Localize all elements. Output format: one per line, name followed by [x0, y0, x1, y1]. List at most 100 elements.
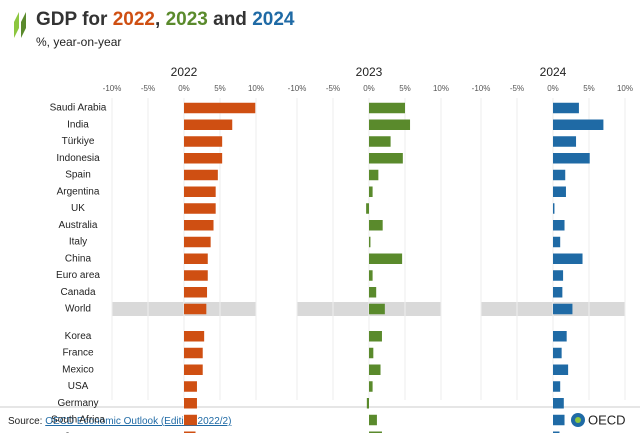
bar: [369, 381, 373, 392]
bar: [553, 186, 566, 197]
bar: [184, 270, 208, 281]
bar: [553, 270, 564, 281]
oecd-logo: OECD: [571, 412, 626, 427]
bar: [369, 347, 374, 359]
logo-text: OECD: [588, 412, 626, 427]
bar: [184, 253, 208, 264]
category-label: Mexico: [62, 364, 94, 375]
bar: [184, 364, 203, 375]
bar: [553, 364, 569, 375]
bar: [184, 331, 205, 342]
x-tick-label: 10%: [433, 84, 449, 93]
x-tick-label: -10%: [288, 84, 307, 93]
x-tick-label: -10%: [103, 84, 122, 93]
bar: [366, 398, 369, 409]
category-label: Spain: [65, 170, 91, 181]
category-label: World: [65, 304, 91, 315]
bar: [369, 364, 381, 375]
bar: [369, 270, 373, 281]
bar: [369, 303, 385, 315]
category-label: Indonesia: [56, 153, 100, 164]
bar: [184, 398, 197, 409]
subtitle: %, year-on-year: [36, 35, 121, 49]
chart-title: GDP for 2022, 2023 and 2024: [36, 9, 295, 30]
title-part: ,: [155, 9, 166, 30]
category-label: India: [67, 119, 89, 130]
category-label: USA: [68, 381, 89, 392]
bar: [553, 347, 562, 359]
category-label: Euro area: [56, 270, 100, 281]
bar: [553, 153, 590, 164]
title-part: and: [208, 9, 252, 30]
x-tick-label: 10%: [617, 84, 633, 93]
bar: [184, 102, 256, 114]
panel-title: 2022: [171, 65, 198, 79]
category-label: France: [62, 348, 94, 359]
panel-title: 2023: [356, 65, 383, 79]
category-label: Saudi Arabia: [50, 103, 107, 114]
x-tick-label: -10%: [472, 84, 491, 93]
category-label: UK: [71, 203, 85, 214]
title-part: GDP for: [36, 9, 113, 30]
bar: [553, 414, 565, 426]
category-label: Italy: [69, 237, 87, 248]
x-tick-label: 5%: [583, 84, 595, 93]
category-label: Türkiye: [62, 136, 95, 147]
bar: [369, 253, 403, 264]
source: Source: OECD Economic Outlook (Edition 2…: [8, 416, 231, 427]
bar: [369, 186, 373, 197]
bar: [369, 236, 371, 248]
category-label: Germany: [57, 398, 98, 409]
bar: [369, 331, 382, 342]
category-label: Australia: [59, 220, 98, 231]
bar: [184, 381, 197, 392]
bar: [553, 236, 561, 248]
bar: [366, 203, 369, 214]
x-tick-label: -5%: [141, 84, 155, 93]
bar: [369, 136, 391, 147]
bar: [184, 303, 207, 315]
bar: [369, 102, 405, 114]
bar: [369, 220, 383, 231]
bar: [553, 253, 583, 264]
x-tick-label: 5%: [214, 84, 226, 93]
x-tick-label: 0%: [178, 84, 190, 93]
bar: [369, 169, 379, 181]
bar: [369, 119, 411, 130]
bar: [184, 119, 233, 130]
bar: [553, 398, 564, 409]
bar: [184, 153, 223, 164]
bar: [553, 119, 604, 130]
bar: [553, 102, 579, 114]
category-label: Argentina: [57, 186, 100, 197]
x-tick-label: 0%: [547, 84, 559, 93]
x-tick-label: 10%: [248, 84, 264, 93]
bar: [184, 220, 214, 231]
source-label: Source:: [8, 416, 45, 427]
bar: [184, 287, 208, 298]
bar: [369, 287, 377, 298]
bar: [553, 169, 566, 181]
bar: [553, 287, 563, 298]
bar: [184, 186, 216, 197]
x-tick-label: 0%: [363, 84, 375, 93]
bar: [184, 347, 203, 359]
x-tick-label: -5%: [326, 84, 340, 93]
title-part: 2024: [252, 9, 295, 30]
category-label: Korea: [65, 331, 92, 342]
title-part: 2023: [166, 9, 208, 30]
bar: [369, 414, 377, 426]
brand-stripes: [14, 12, 26, 38]
source-link[interactable]: OECD Economic Outlook (Edition 2022/2): [45, 416, 231, 427]
bar: [553, 136, 577, 147]
bar: [184, 136, 223, 147]
bar: [369, 153, 403, 164]
bar: [184, 414, 197, 426]
x-tick-label: 5%: [399, 84, 411, 93]
bar: [553, 303, 573, 315]
bar: [553, 331, 567, 342]
bar: [184, 203, 216, 214]
bar: [553, 220, 565, 231]
